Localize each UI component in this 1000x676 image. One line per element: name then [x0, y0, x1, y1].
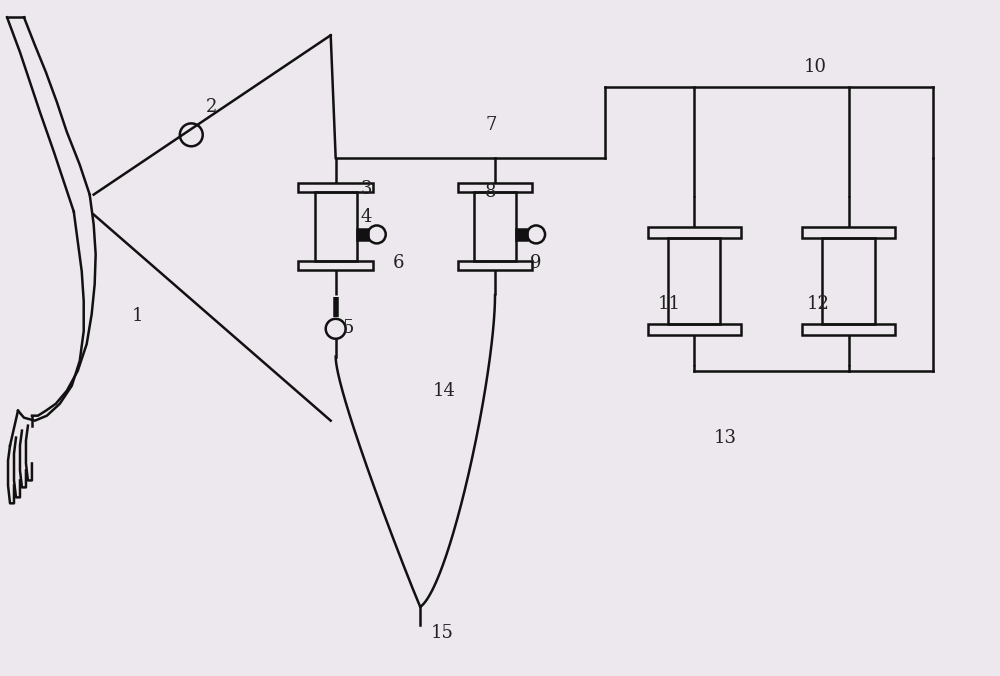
Bar — [648, 324, 741, 335]
Text: 11: 11 — [657, 295, 680, 313]
Text: 7: 7 — [485, 116, 496, 134]
Bar — [822, 238, 875, 324]
Bar — [357, 229, 368, 240]
Bar — [516, 229, 527, 240]
Text: 15: 15 — [430, 624, 453, 642]
Text: 5: 5 — [343, 319, 354, 337]
Bar — [668, 238, 720, 324]
Bar — [458, 262, 532, 270]
Bar — [298, 183, 373, 191]
Text: 2: 2 — [206, 98, 218, 116]
Bar — [474, 191, 516, 262]
Text: 4: 4 — [361, 208, 372, 226]
Bar — [802, 324, 895, 335]
Text: 6: 6 — [392, 254, 404, 272]
Text: 14: 14 — [432, 382, 455, 400]
Text: 8: 8 — [485, 183, 497, 201]
Text: 13: 13 — [714, 429, 737, 447]
Bar — [315, 191, 357, 262]
Text: 3: 3 — [361, 180, 372, 197]
Text: 10: 10 — [804, 58, 827, 76]
Bar — [298, 262, 373, 270]
Text: 12: 12 — [807, 295, 830, 313]
Bar — [648, 227, 741, 238]
Text: 1: 1 — [132, 307, 143, 325]
Text: 9: 9 — [530, 254, 541, 272]
Bar — [458, 183, 532, 191]
Bar — [802, 227, 895, 238]
